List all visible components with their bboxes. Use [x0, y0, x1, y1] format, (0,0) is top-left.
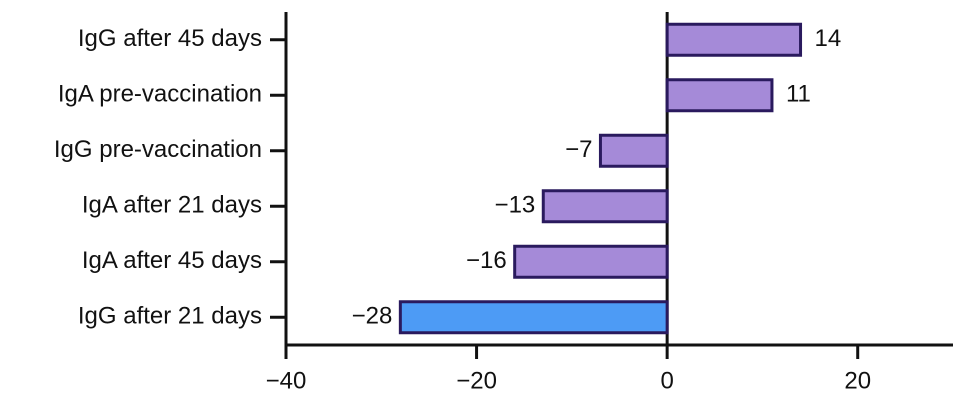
x-tick-label: −20 — [456, 367, 497, 394]
value-label: −16 — [466, 247, 507, 274]
x-tick-label: 0 — [660, 367, 673, 394]
y-tick-label: IgG after 21 days — [78, 303, 262, 330]
y-tick-label: IgA pre-vaccination — [58, 81, 262, 108]
x-tick-label: 20 — [844, 367, 871, 394]
y-tick-label: IgA after 21 days — [82, 192, 262, 219]
value-label: 11 — [786, 81, 811, 108]
y-tick-label: IgG after 45 days — [78, 25, 262, 52]
bar — [665, 22, 803, 57]
x-tick-label: −40 — [266, 367, 307, 394]
value-label: −7 — [565, 136, 592, 163]
y-tick-label: IgA after 45 days — [82, 247, 262, 274]
y-tick-label: IgG pre-vaccination — [54, 136, 262, 163]
bar — [398, 300, 669, 335]
bar — [513, 244, 669, 279]
bar — [541, 189, 669, 224]
bar — [665, 78, 774, 113]
value-label: −28 — [352, 303, 393, 330]
bar — [598, 133, 669, 168]
value-label: 14 — [815, 25, 842, 52]
value-label: −13 — [495, 192, 536, 219]
